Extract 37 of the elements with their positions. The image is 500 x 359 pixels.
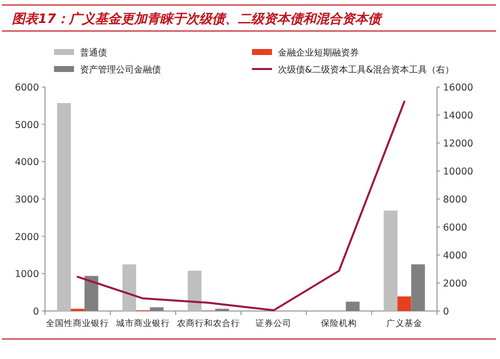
legend-label: 资产管理公司金融债 [80,64,161,76]
y2-tick-label: 2000 [443,278,468,290]
y2-tick-label: 16000 [443,82,474,94]
y2-tick-label: 8000 [443,194,468,206]
x-tick-label: 农商行和农合行 [176,318,240,329]
bar [150,307,164,311]
legend-label: 金融企业短期融资券 [278,48,359,58]
x-tick-label: 全国性商业银行 [46,318,110,329]
legend-label: 普通债 [80,48,107,58]
y2-tick-label: 14000 [443,110,474,122]
bar [397,296,412,311]
y-tick-label: 1000 [14,269,39,280]
y2-tick-label: 0 [443,306,450,318]
bar [411,264,425,311]
y-tick-label: 0 [32,306,39,318]
chart-title: 图表17：广义基金更加青睐于次级债、二级资本债和混合资本债 [12,11,384,27]
bar [122,264,136,311]
bar [84,276,98,311]
y-tick-label: 3000 [14,194,39,206]
y2-tick-label: 12000 [443,138,474,150]
y-tick-label: 6000 [14,82,39,94]
x-tick-label: 广义基金 [386,318,422,329]
bar [57,103,71,311]
y-tick-label: 2000 [14,232,39,243]
bar [188,270,202,311]
x-tick-label: 保险机构 [321,318,357,329]
y2-tick-label: 4000 [443,250,468,262]
bar [346,302,360,311]
y2-tick-label: 10000 [443,166,474,178]
legend-label: 次级债&二级资本工具&混合资本工具（右） [278,64,454,76]
y-tick-label: 4000 [14,157,39,168]
line-series [76,100,406,312]
x-tick-label: 城市商业银行 [115,318,170,329]
y-tick-label: 5000 [14,120,39,131]
y2-tick-label: 6000 [443,222,468,234]
bar [384,210,398,311]
x-tick-label: 证券公司 [256,318,292,329]
